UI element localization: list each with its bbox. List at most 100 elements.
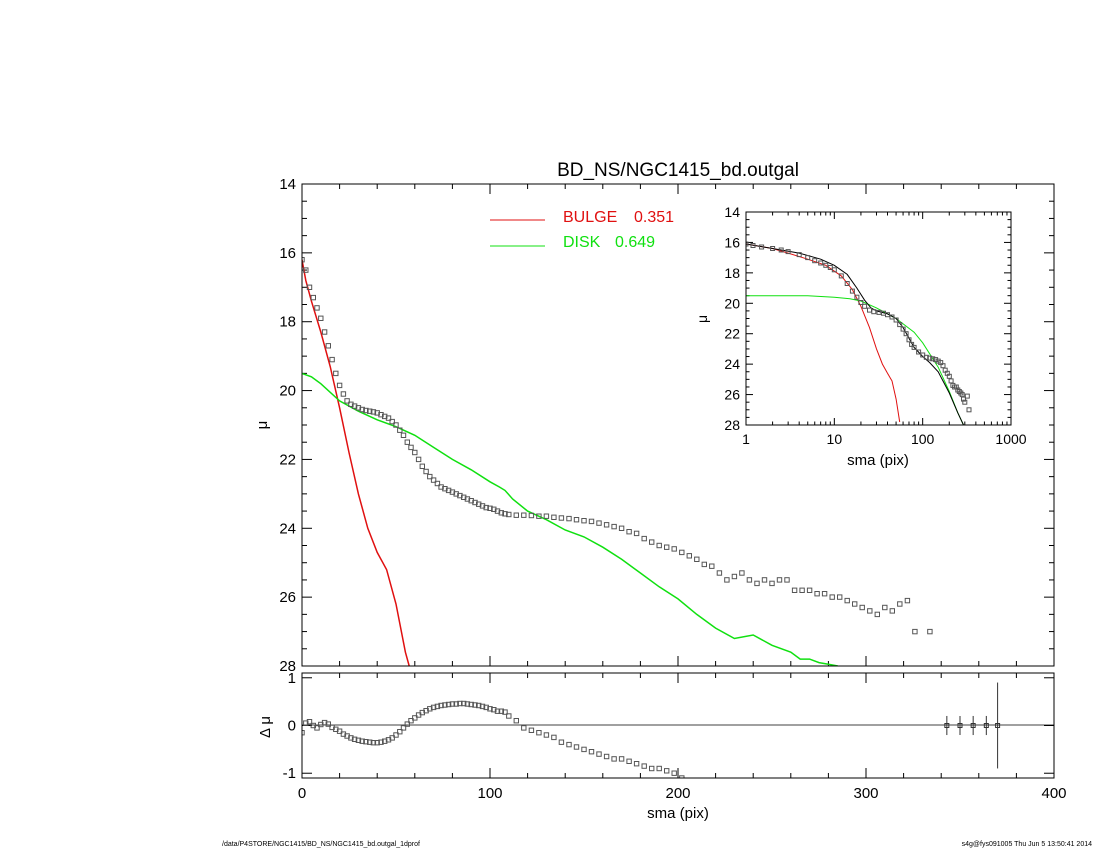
residual-point [348,735,354,741]
data-point [329,356,335,363]
data-point [363,407,369,414]
residual-point [321,719,328,726]
y-tick-label: 24 [279,520,296,537]
data-point [427,473,433,480]
series-group [302,257,933,666]
residual-y-tick-labels: -1 0 1 [283,670,296,782]
residual-point [336,728,343,734]
residual-point [400,725,407,731]
residual-point [314,725,320,731]
y-tick-label: 22 [279,451,296,468]
inset-background [746,212,1011,425]
legend: BULGE 0.351 DISK 0.649 [490,209,674,251]
data-point [453,491,459,497]
data-point [314,305,320,311]
data-point [566,515,572,522]
y-tick-label: 14 [724,204,740,220]
main-plot-frame [301,183,1055,667]
data-point [769,580,775,587]
residual-point [551,734,557,741]
data-point [310,294,317,301]
data-point [664,544,670,550]
data-point [911,344,917,350]
errorbar-point [983,723,989,728]
data-point [900,326,906,332]
residual-point [649,765,655,772]
residual-point [412,715,418,721]
legend-disk-label: DISK [563,234,601,251]
data-point [404,439,411,445]
footer-path: /data/P4STORE/NGC1415/BD_NS/NGC1415_bd.o… [222,841,420,848]
data-point [408,444,414,451]
data-point [930,356,936,362]
y-tick-label: 16 [724,234,740,250]
chart-title: BD_NS/NGC1415_bd.outgal [557,160,799,181]
data-point [867,608,873,614]
data-point [487,505,493,512]
data-point [776,577,783,583]
data-point [844,597,850,604]
data-point [858,300,864,305]
data-point [709,563,715,569]
data-point [874,611,880,618]
residual-point [483,704,489,711]
x-tick-label: 1 [742,431,750,447]
data-point [445,487,452,494]
x-axis-label: sma (pix) [647,805,709,822]
series-group [746,241,972,425]
main-panel: 14 16 18 20 22 24 26 28 μ BULGE 0.351 DISK 0.64… [254,176,1055,675]
data-point [964,393,970,399]
data-point [318,315,324,322]
data-point [483,504,489,511]
data-point [641,535,647,542]
data-point [844,281,850,286]
legend-bulge-value: 0.351 [634,209,674,226]
data-point [821,591,828,597]
data-point [750,243,756,248]
model-line [746,243,964,425]
inset-panel: 14 16 18 20 22 24 26 28 1 10 100 1000 μ sma (pix) [694,204,1027,469]
residual-point [464,701,471,707]
data-point [946,373,952,379]
data-point [746,241,749,247]
data-point [859,604,865,611]
data-point [400,432,407,439]
data-point [596,520,602,526]
residual-point [367,739,373,745]
data-point [461,494,467,501]
x-tick-label: 1000 [995,431,1026,447]
data-point [581,518,587,524]
data-point [927,355,933,361]
residual-point [543,732,550,738]
residual-point [438,702,444,709]
disk-line [302,372,838,666]
data-point [796,252,802,258]
data-point [367,408,373,414]
residual-point [611,756,617,762]
data-point [785,249,791,255]
y-tick-label: 28 [279,658,296,675]
y-tick-label: 1 [288,670,296,687]
residual-point [536,730,542,736]
data-point [611,523,617,530]
data-point [716,570,723,576]
data-point [430,477,437,483]
data-point [325,343,332,349]
residual-point [382,738,388,744]
residual-point [355,737,362,743]
data-point [649,539,655,545]
residual-point [491,707,497,713]
data-point [344,398,350,404]
residual-point [476,702,482,709]
data-point [618,525,625,531]
footer-timestamp: s4g@fys091005 Thu Jun 5 13:50:41 2014 [961,841,1092,848]
residual-point [664,768,670,774]
residual-point [306,719,313,725]
inset-plot-frame [745,211,1012,426]
data-point [829,594,835,600]
residual-point [487,706,493,712]
residual-point [521,725,527,731]
y-tick-label: 20 [279,383,296,400]
data-point [393,422,399,428]
